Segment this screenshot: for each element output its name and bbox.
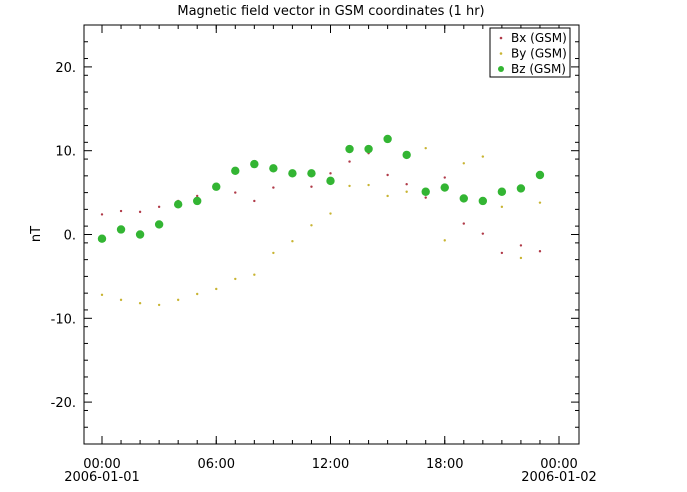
data-point [538, 250, 542, 253]
y-tick-label: 0. [64, 229, 76, 244]
axis-ticks [84, 24, 579, 445]
y-tick-label: 10. [55, 145, 76, 160]
x-tick-date-label: 2006-01-02 [521, 470, 597, 485]
legend-label: Bx (GSM) [511, 31, 567, 45]
data-point [269, 164, 278, 173]
y-tick-labels: 20. 10. 0. -10. -20. [51, 61, 76, 411]
data-point [250, 159, 259, 169]
y-tick-label: 20. [55, 61, 76, 76]
data-point [405, 183, 408, 186]
data-point [193, 196, 202, 206]
data-point [519, 244, 523, 247]
data-point [535, 170, 545, 180]
data-point [326, 176, 335, 186]
data-point [116, 225, 126, 234]
data-point [119, 298, 123, 302]
data-point [135, 230, 145, 239]
data-point [424, 196, 427, 199]
data-point [443, 239, 446, 242]
legend: Bx (GSM) By (GSM)Bz (GSM) [489, 27, 571, 78]
data-point [405, 190, 408, 193]
data-point [157, 205, 161, 209]
data-point [516, 184, 526, 193]
data-point [481, 232, 485, 235]
data-point [538, 201, 542, 204]
data-point [307, 169, 316, 178]
data-point [402, 150, 411, 160]
x-tick-label: 00:00 [540, 457, 577, 472]
data-point [157, 303, 161, 307]
series-by [100, 146, 542, 307]
plot-area [83, 24, 580, 445]
data-point [253, 199, 256, 203]
data-point [443, 176, 446, 179]
data-point [421, 187, 430, 196]
y-axis-label: nT [29, 226, 44, 242]
data-point [100, 213, 104, 216]
legend-marker [498, 66, 504, 72]
legend-marker [499, 36, 503, 40]
y-tick-label: -20. [51, 396, 76, 411]
legend-label: By (GSM) [511, 47, 567, 61]
data-point [215, 287, 218, 291]
data-point [424, 146, 427, 150]
data-point [462, 162, 465, 165]
series-bz [97, 134, 545, 243]
x-tick-label: 12:00 [312, 457, 349, 472]
data-point [345, 144, 354, 154]
data-point [500, 251, 504, 255]
data-point [288, 169, 297, 178]
data-point [364, 144, 373, 154]
x-tick-label: 06:00 [198, 457, 235, 472]
data-point [253, 273, 256, 276]
data-point [154, 220, 164, 229]
data-point [100, 293, 104, 297]
data-point [462, 222, 465, 225]
data-point [500, 205, 504, 209]
data-point [310, 185, 313, 188]
data-point [272, 251, 275, 255]
legend-marker [499, 52, 503, 55]
data-point [348, 184, 351, 188]
data-series [97, 134, 545, 307]
chart-title: Magnetic field vector in GSM coordinates… [177, 4, 484, 19]
data-point [440, 183, 449, 192]
y-tick-label: -10. [51, 312, 76, 327]
data-point [138, 210, 142, 214]
x-tick-date-label: 2006-01-01 [64, 470, 140, 485]
data-point [367, 183, 370, 187]
data-point [173, 200, 183, 209]
data-point [196, 194, 199, 198]
data-point [383, 134, 392, 144]
legend-label: Bz (GSM) [511, 62, 566, 76]
data-point [138, 302, 142, 305]
data-point [459, 194, 468, 203]
data-point [348, 160, 351, 163]
data-point [234, 191, 237, 194]
data-point [329, 212, 332, 215]
data-point [272, 186, 275, 189]
data-point [386, 173, 389, 177]
data-point [291, 240, 294, 243]
data-point [386, 194, 389, 198]
data-point [176, 298, 180, 302]
data-point [196, 292, 199, 296]
data-point [310, 224, 313, 227]
data-point [497, 187, 507, 196]
data-point [231, 166, 240, 176]
x-tick-label: 18:00 [426, 457, 463, 472]
data-point [119, 209, 123, 213]
data-point [481, 155, 485, 158]
data-point [212, 182, 221, 191]
data-point [519, 256, 523, 260]
data-point [329, 172, 332, 175]
data-point [478, 196, 488, 206]
data-point [234, 277, 237, 281]
data-point [97, 234, 107, 243]
x-tick-label: 00:00 [83, 457, 120, 472]
